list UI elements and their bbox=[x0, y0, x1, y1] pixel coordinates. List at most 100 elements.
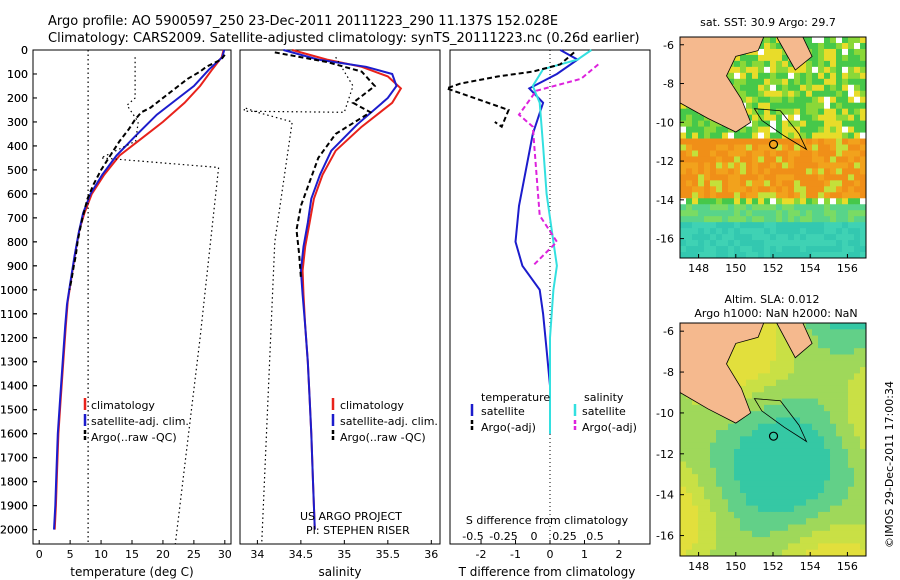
heatmap-cell bbox=[746, 126, 753, 133]
heatmap-cell bbox=[842, 411, 849, 418]
heatmap-cell bbox=[812, 461, 819, 469]
heatmap-cell bbox=[854, 192, 861, 199]
heatmap-cell bbox=[776, 252, 783, 259]
heatmap-cell bbox=[710, 423, 717, 431]
heatmap-cell bbox=[854, 348, 861, 355]
heatmap-cell bbox=[848, 246, 855, 253]
heatmap-cell bbox=[794, 392, 801, 399]
heatmap-cell bbox=[800, 180, 807, 187]
heatmap-cell bbox=[854, 530, 861, 538]
salinity-panel: 34 34.5 35 35.5 36 salinity climatology sate… bbox=[239, 49, 441, 579]
heatmap-cell bbox=[728, 436, 735, 444]
heatmap-cell bbox=[776, 138, 783, 145]
heatmap-cell bbox=[824, 524, 831, 532]
heatmap-cell bbox=[794, 192, 801, 199]
heatmap-cell bbox=[806, 156, 813, 163]
heatmap-cell bbox=[764, 530, 771, 538]
heatmap-cell bbox=[686, 216, 693, 223]
heatmap-cell bbox=[854, 448, 861, 456]
heatmap-cell bbox=[722, 156, 729, 163]
heatmap-cell bbox=[728, 518, 735, 525]
heatmap-cell bbox=[812, 537, 819, 544]
heatmap-cell bbox=[788, 367, 795, 374]
heatmap-cell bbox=[836, 549, 843, 557]
heatmap-cell bbox=[698, 252, 705, 259]
heatmap-cell bbox=[764, 168, 771, 175]
heatmap-cell bbox=[782, 448, 789, 456]
heatmap-cell bbox=[770, 90, 777, 98]
heatmap-cell bbox=[824, 518, 831, 525]
heatmap-cell bbox=[824, 417, 831, 425]
heatmap-cell bbox=[710, 132, 717, 139]
heatmap-cell bbox=[788, 461, 795, 469]
difference-ticks: -2 -1 0 1 2-0.5 -0.25 0 0.25 0.5 bbox=[462, 50, 622, 561]
heatmap-cell bbox=[740, 240, 747, 247]
heatmap-cell bbox=[836, 474, 843, 481]
heatmap-cell bbox=[710, 537, 717, 544]
series-line-climatology bbox=[291, 49, 403, 530]
heatmap-cell bbox=[824, 480, 831, 488]
heatmap-cell bbox=[770, 323, 777, 330]
heatmap-cell bbox=[848, 192, 855, 199]
heatmap-cell bbox=[770, 174, 777, 181]
heatmap-cell bbox=[698, 493, 705, 500]
heatmap-cell bbox=[764, 537, 771, 544]
heatmap-cell bbox=[818, 518, 825, 525]
heatmap-cell bbox=[692, 518, 699, 525]
heatmap-cell bbox=[776, 423, 783, 431]
land-new-guinea bbox=[679, 36, 765, 133]
heatmap-cell bbox=[860, 442, 867, 450]
heatmap-cell bbox=[818, 174, 825, 181]
depth-tick-label: 100 bbox=[7, 68, 28, 81]
heatmap-cell bbox=[854, 204, 861, 211]
heatmap-cell bbox=[800, 72, 807, 80]
heatmap-cell bbox=[800, 222, 807, 229]
heatmap-cell bbox=[752, 240, 759, 247]
heatmap-cell bbox=[860, 379, 867, 387]
depth-tick-label: 400 bbox=[7, 140, 28, 153]
heatmap-cell bbox=[764, 486, 771, 494]
heatmap-cell bbox=[734, 461, 741, 469]
heatmap-cell bbox=[692, 499, 699, 507]
heatmap-cell bbox=[854, 84, 861, 92]
heatmap-cell bbox=[860, 180, 867, 187]
heatmap-cell bbox=[824, 392, 831, 399]
heatmap-cell bbox=[806, 222, 813, 229]
heatmap-cell bbox=[740, 367, 747, 374]
heatmap-cell bbox=[842, 511, 849, 519]
heatmap-cell bbox=[806, 234, 813, 241]
heatmap-cell bbox=[848, 543, 855, 551]
heatmap-cell bbox=[812, 162, 819, 169]
heatmap-cell bbox=[752, 174, 759, 181]
heatmap-cell bbox=[740, 486, 747, 494]
heatmap-cell bbox=[728, 543, 735, 551]
heatmap-cell bbox=[806, 392, 813, 399]
heatmap-cell bbox=[782, 493, 789, 500]
heatmap-cell bbox=[770, 360, 777, 368]
heatmap-cell bbox=[782, 144, 789, 151]
heatmap-cell bbox=[794, 511, 801, 519]
heatmap-cell bbox=[698, 120, 705, 127]
heatmap-cell bbox=[686, 144, 693, 151]
heatmap-cell bbox=[830, 162, 837, 169]
heatmap-cell bbox=[860, 537, 867, 544]
heatmap-cell bbox=[776, 467, 783, 475]
heatmap-cell bbox=[764, 162, 771, 169]
heatmap-cell bbox=[758, 144, 765, 151]
heatmap-cell bbox=[680, 467, 687, 475]
heatmap-cell bbox=[716, 448, 723, 456]
heatmap-cell bbox=[746, 411, 753, 418]
heatmap-cell bbox=[758, 543, 765, 551]
heatmap-cell bbox=[752, 499, 759, 507]
lat-tick-label: -10 bbox=[656, 407, 674, 420]
heatmap-cell bbox=[740, 96, 747, 104]
heatmap-cell bbox=[770, 455, 777, 462]
heatmap-cell bbox=[758, 367, 765, 374]
heatmap-cell bbox=[746, 240, 753, 247]
heatmap-cell bbox=[740, 192, 747, 199]
heatmap-cell bbox=[722, 132, 729, 139]
heatmap-cell bbox=[758, 474, 765, 481]
heatmap-cell bbox=[710, 411, 717, 418]
heatmap-cell bbox=[782, 192, 789, 199]
heatmap-cell bbox=[860, 367, 867, 374]
